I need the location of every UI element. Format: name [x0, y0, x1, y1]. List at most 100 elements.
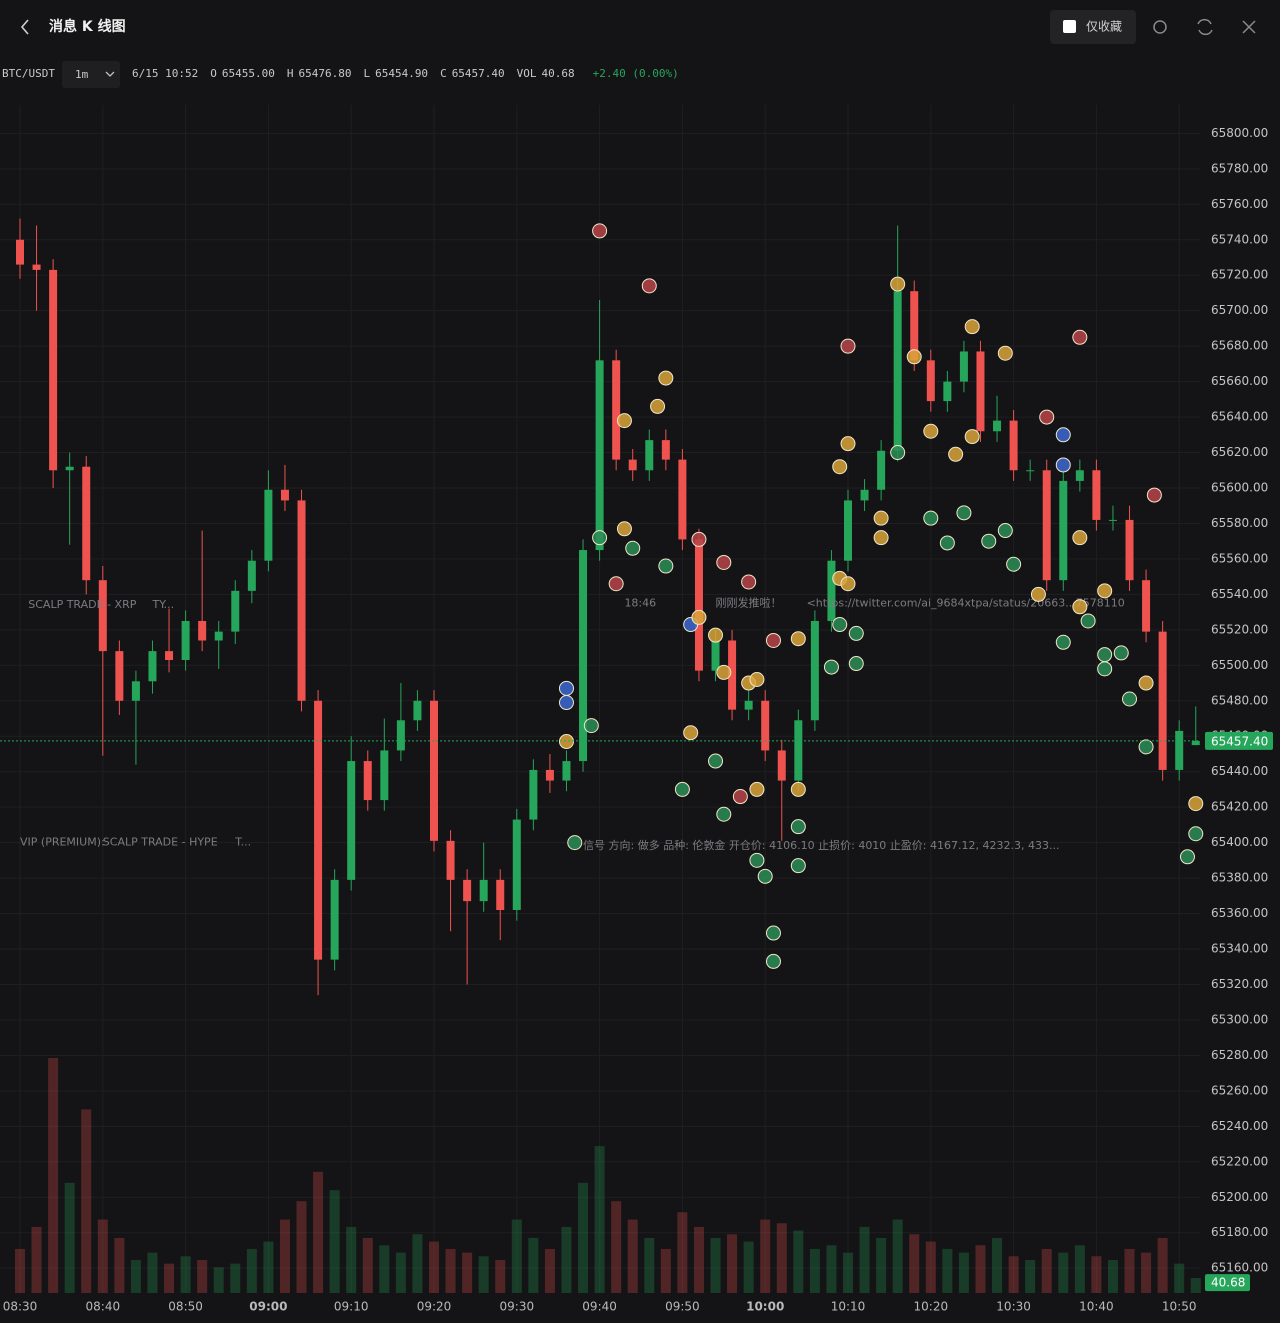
dropdown-caret: [105, 71, 115, 77]
candle-body: [82, 466, 91, 581]
volume-bar: [147, 1252, 158, 1293]
event-marker: [890, 276, 906, 292]
candle-body: [280, 489, 289, 501]
x-tick-label: 09:10: [334, 1300, 369, 1314]
volume-bar: [594, 1146, 605, 1293]
event-marker: [749, 852, 765, 868]
close-icon[interactable]: [1242, 20, 1256, 34]
candle-body: [297, 500, 306, 701]
event-marker: [1179, 849, 1195, 865]
candle-body: [810, 620, 819, 721]
checkbox[interactable]: [1063, 20, 1076, 33]
event-marker: [691, 531, 707, 547]
volume-bar: [1058, 1252, 1069, 1293]
event-marker: [749, 671, 765, 687]
x-tick-label: 10:20: [914, 1300, 949, 1314]
event-marker: [757, 868, 773, 884]
y-tick-label: 65800.00: [1211, 126, 1268, 140]
event-marker: [1146, 487, 1162, 503]
volume-bar: [942, 1248, 953, 1293]
y-tick-label: 65660.00: [1211, 374, 1268, 388]
candle-body: [893, 291, 902, 451]
candle-body: [1009, 420, 1018, 471]
readout-value: 65454.90: [375, 67, 428, 80]
candle-body: [794, 720, 803, 781]
candle-body: [595, 360, 604, 551]
event-marker: [616, 521, 632, 537]
event-marker: [683, 725, 699, 741]
x-tick-label: 10:30: [996, 1300, 1031, 1314]
volume-bar: [644, 1237, 655, 1293]
candle-body: [512, 819, 521, 911]
event-marker: [848, 625, 864, 641]
volume-bar: [992, 1237, 1003, 1293]
volume-bar: [1008, 1256, 1019, 1293]
event-marker: [1055, 634, 1071, 650]
volume-bar: [925, 1241, 936, 1293]
volume-bar: [230, 1263, 241, 1293]
refresh-icon[interactable]: [1197, 18, 1213, 36]
x-tick-label: 09:00: [249, 1300, 287, 1314]
volume-bar: [478, 1256, 489, 1293]
y-tick-label: 65700.00: [1211, 303, 1268, 317]
event-marker: [1097, 583, 1113, 599]
y-tick-label: 65720.00: [1211, 268, 1268, 282]
volume-bar: [627, 1219, 638, 1293]
volume-bar: [180, 1256, 191, 1293]
ohlc-readout: 6/15 10:52 O 65455.00 H 65476.80 L 65454.90 C 65…: [132, 67, 679, 80]
candle-body: [1092, 470, 1101, 520]
volume-bar: [48, 1058, 59, 1293]
x-tick-label: 08:40: [86, 1300, 121, 1314]
event-marker: [923, 510, 939, 526]
volume-bar: [362, 1237, 373, 1293]
y-tick-label: 65780.00: [1211, 161, 1268, 175]
plot-area: 65160.00 65180.00 65200.00 65220.00 65240.00…: [0, 105, 1273, 1314]
back-button[interactable]: [20, 19, 29, 35]
candle-body: [877, 450, 886, 490]
candle-body: [728, 640, 737, 710]
event-marker: [1030, 586, 1046, 602]
event-marker: [1039, 409, 1055, 425]
event-marker: [790, 781, 806, 797]
event-marker: [558, 695, 574, 711]
y-tick-label: 65560.00: [1211, 551, 1268, 565]
candle-body: [430, 700, 438, 841]
event-marker: [823, 659, 839, 675]
volume-bar: [64, 1182, 75, 1293]
candle-body: [1191, 740, 1200, 746]
candle-body: [396, 720, 405, 751]
event-marker: [832, 617, 848, 633]
readout-label: L: [363, 67, 370, 80]
settings-icon[interactable]: [1153, 20, 1167, 34]
readout-label: H: [287, 67, 294, 80]
y-tick-label: 65160.00: [1211, 1261, 1268, 1275]
event-marker: [691, 609, 707, 625]
event-marker: [716, 806, 732, 822]
favorites-label: 仅收藏: [1086, 20, 1122, 34]
annotation: SCALP TRADE - HYPE: [103, 836, 218, 849]
annotation: 信号 方向: 做多 品种: 伦敦金 开仓价: 4106.10 止损价: 4010…: [583, 838, 1059, 852]
event-marker: [765, 632, 781, 648]
interval-select[interactable]: [62, 61, 120, 88]
annotation: 18:46: [624, 596, 656, 609]
candle-body: [694, 539, 703, 671]
candle-body: [49, 269, 58, 471]
readout-label: VOL: [517, 67, 537, 80]
y-tick-label: 65600.00: [1211, 480, 1268, 494]
y-tick-label: 65680.00: [1211, 339, 1268, 353]
favorites-toggle[interactable]: [1050, 10, 1136, 44]
y-tick-label: 65480.00: [1211, 693, 1268, 707]
volume-bar: [843, 1252, 853, 1293]
candle-body: [943, 381, 952, 402]
event-marker: [708, 627, 724, 643]
volume-bar: [859, 1226, 870, 1293]
y-tick-label: 65500.00: [1211, 658, 1268, 672]
y-tick-label: 65420.00: [1211, 800, 1268, 814]
volume-bar: [793, 1230, 804, 1293]
candle-body: [148, 651, 157, 682]
volume-bar: [1107, 1259, 1118, 1293]
candle-body: [711, 640, 720, 671]
y-tick-label: 65620.00: [1211, 445, 1268, 459]
